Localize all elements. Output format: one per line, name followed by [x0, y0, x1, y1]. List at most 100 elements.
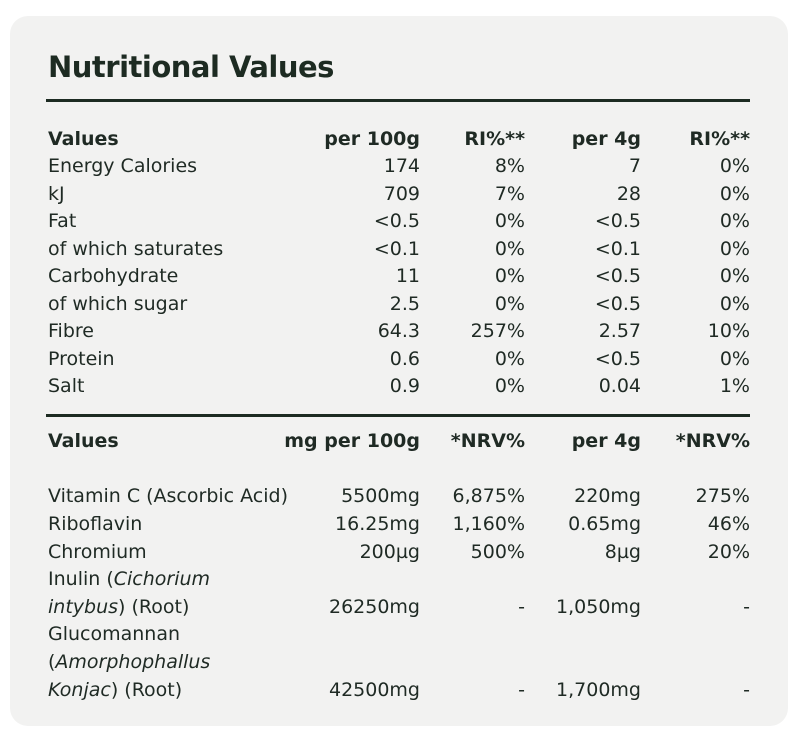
glucomannan-per100: 42500mg [328, 679, 420, 701]
table2-header-per4g: per 4g [571, 430, 641, 452]
inulin-row-line1: Inulin (Cichorium [48, 566, 750, 593]
table1-row: Salt 0.9 0% 0.04 1% [48, 373, 750, 400]
glucomannan-nrv100: - [518, 679, 525, 701]
nutrient-value: <0.5 [594, 292, 641, 315]
table1-row: Carbohydrate 11 0% <0.5 0% [48, 263, 750, 290]
nutrient-value: 275% [695, 485, 750, 507]
table2-header-mg-per100g: mg per 100g [284, 430, 420, 452]
nutrient-value: 0% [719, 347, 750, 370]
glucomannan-per4: 1,700mg [556, 679, 641, 701]
glucomannan-row-line3: Konjac) (Root) 42500mg - 1,700mg - [48, 677, 750, 704]
nutrient-value: <0.5 [594, 347, 641, 370]
nutrient-value: 500% [470, 541, 525, 563]
nutrient-value: <0.1 [373, 237, 420, 260]
nutrient-name: Vitamin C (Ascorbic Acid) [48, 485, 289, 507]
nutrient-value: <0.5 [594, 210, 641, 232]
nutrient-value: 1% [719, 375, 750, 397]
table1-header-row: Values per 100g RI%** per 4g RI%** [48, 126, 750, 153]
table1-header-per100g: per 100g [324, 128, 420, 150]
nutrient-value: 46% [707, 513, 750, 535]
nutrient-value: 0.6 [389, 347, 420, 370]
nutrient-value: 200µg [359, 541, 420, 563]
nutrient-value: 2.5 [389, 292, 420, 315]
nutrient-name: of which saturates [48, 237, 224, 260]
table2-header-nrv1: *NRV% [450, 430, 525, 452]
nutrient-value: 0% [719, 155, 750, 177]
page-title: Nutritional Values [48, 50, 334, 84]
nutrient-value: 20% [707, 541, 750, 563]
glucomannan-nrv4: - [743, 679, 750, 701]
middle-divider [46, 414, 750, 417]
inulin-name-line2: intybus) (Root) [48, 596, 190, 618]
nutrient-value: 709 [383, 182, 420, 205]
glucomannan-name-line2: (Amorphophallus [48, 651, 211, 673]
nutrient-value: 6,875% [452, 485, 525, 507]
nutrient-value: 64.3 [377, 320, 420, 342]
nutrient-value: 10% [707, 320, 750, 342]
table1-header-ri2: RI%** [689, 128, 750, 150]
table1-row: Energy Calories 174 8% 7 0% [48, 153, 750, 180]
nutrient-value: 0.9 [389, 375, 420, 397]
nutrient-name: Protein [48, 347, 115, 370]
inulin-per4: 1,050mg [556, 596, 641, 618]
nutrient-value: 0% [494, 265, 525, 287]
nutrient-value: 0% [719, 237, 750, 260]
table1-header-per4g: per 4g [571, 128, 641, 150]
nutrient-value: <0.5 [594, 265, 641, 287]
glucomannan-name-line3: Konjac) (Root) [48, 679, 183, 701]
nutrient-value: 1,160% [452, 513, 525, 535]
nutrient-value: 220mg [574, 485, 641, 507]
table2-row: Vitamin C (Ascorbic Acid) 5500mg 6,875% 220… [48, 483, 750, 510]
nutrient-name: Salt [48, 375, 85, 397]
table1-row: Fibre 64.3 257% 2.57 10% [48, 318, 750, 345]
inulin-per100: 26250mg [328, 596, 420, 618]
inulin-nrv100: - [518, 596, 525, 618]
inulin-nrv4: - [743, 596, 750, 618]
nutrient-value: 0% [494, 347, 525, 370]
table1-row: of which saturates <0.1 0% <0.1 0% [48, 236, 750, 263]
nutrient-value: 8µg [604, 541, 641, 563]
nutrient-value: 0% [719, 210, 750, 232]
nutrient-value: 257% [470, 320, 525, 342]
nutrient-value: 0% [719, 292, 750, 315]
table1-row: Protein 0.6 0% <0.5 0% [48, 346, 750, 373]
glucomannan-row-line1: Glucomannan [48, 621, 750, 648]
table2-header-row: Values mg per 100g *NRV% per 4g *NRV% [48, 428, 750, 455]
table1-row: of which sugar 2.5 0% <0.5 0% [48, 291, 750, 318]
nutrient-value: 8% [494, 155, 525, 177]
nutrient-value: 28 [616, 182, 641, 205]
nutrient-value: 0% [494, 210, 525, 232]
nutrient-value: 2.57 [598, 320, 641, 342]
nutrient-value: 0% [719, 182, 750, 205]
table1-header-ri1: RI%** [464, 128, 525, 150]
nutrient-value: 174 [383, 155, 420, 177]
glucomannan-name-line1: Glucomannan [48, 623, 181, 645]
inulin-row-line2: intybus) (Root) 26250mg - 1,050mg - [48, 594, 750, 621]
table1-header-values: Values [48, 128, 119, 150]
nutrient-value: 7 [628, 155, 641, 177]
nutrient-name: Chromium [48, 541, 147, 563]
nutrient-value: 0.04 [598, 375, 641, 397]
nutrient-name: Energy Calories [48, 155, 198, 177]
nutrient-value: 16.25mg [335, 513, 420, 535]
table1-row: Fat <0.5 0% <0.5 0% [48, 208, 750, 235]
nutrition-card [10, 16, 788, 726]
top-divider [46, 99, 750, 102]
nutrient-name: of which sugar [48, 292, 188, 315]
nutrient-name: Fibre [48, 320, 94, 342]
nutrient-value: <0.5 [373, 210, 420, 232]
nutrient-name: Fat [48, 210, 77, 232]
table2-header-values: Values [48, 430, 119, 452]
inulin-name-line1: Inulin (Cichorium [48, 568, 211, 590]
nutrient-value: 0% [494, 375, 525, 397]
nutrient-value: 0% [494, 237, 525, 260]
nutrient-name: Riboflavin [48, 513, 143, 535]
nutrient-value: 0% [719, 265, 750, 287]
glucomannan-row-line2: (Amorphophallus [48, 649, 750, 676]
nutrient-value: 11 [395, 265, 420, 287]
table2-row: Riboflavin 16.25mg 1,160% 0.65mg 46% [48, 511, 750, 538]
nutrient-value: 0% [494, 292, 525, 315]
nutrient-name: Carbohydrate [48, 265, 179, 287]
nutrient-value: 0.65mg [568, 513, 641, 535]
nutrient-value: <0.1 [594, 237, 641, 260]
